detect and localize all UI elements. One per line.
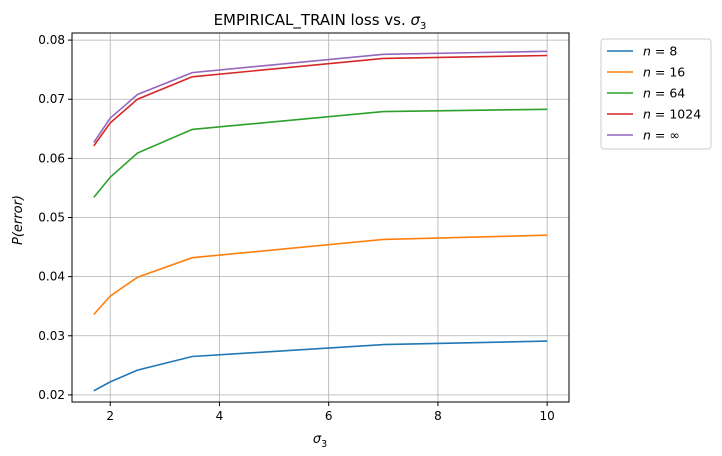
legend-entry: n = ∞	[643, 128, 680, 143]
x-tick-label: 4	[216, 409, 224, 423]
legend-entry: n = 64	[643, 86, 685, 101]
legend-entry: n = 1024	[643, 107, 701, 122]
axis-ticks: 2 4 6 8 10 0.02 0.03 0.04 0.05 0.06 0.07 0.08	[38, 33, 555, 423]
series-line-3	[93, 108, 548, 198]
legend-entry: n = 16	[643, 65, 685, 80]
y-tick-label: 0.04	[38, 270, 65, 284]
y-tick-label: 0.06	[38, 151, 65, 165]
series-line-4	[93, 54, 548, 147]
legend-box	[600, 38, 712, 150]
y-tick-label: 0.03	[38, 329, 65, 343]
chart-title: EMPIRICAL_TRAIN loss vs. σ3	[214, 11, 427, 32]
series-line-2	[93, 234, 548, 316]
x-tick-label: 10	[540, 409, 555, 423]
x-tick-label: 6	[325, 409, 333, 423]
y-tick-label: 0.08	[38, 33, 65, 47]
legend: n = 8 n = 16 n = 64 n = 1024 n = ∞	[600, 38, 712, 150]
grid-lines	[72, 33, 569, 402]
series-line-1	[93, 340, 548, 392]
series-lines	[93, 50, 548, 392]
x-axis-label: σ3	[313, 432, 327, 450]
legend-entry: n = 8	[643, 44, 677, 59]
x-tick-label: 2	[106, 409, 114, 423]
y-tick-label: 0.05	[38, 211, 65, 225]
x-tick-label: 8	[434, 409, 442, 423]
y-tick-label: 0.02	[38, 388, 65, 402]
series-line-5	[93, 50, 548, 143]
y-axis-label: P(error)	[11, 195, 26, 245]
y-tick-label: 0.07	[38, 92, 65, 106]
